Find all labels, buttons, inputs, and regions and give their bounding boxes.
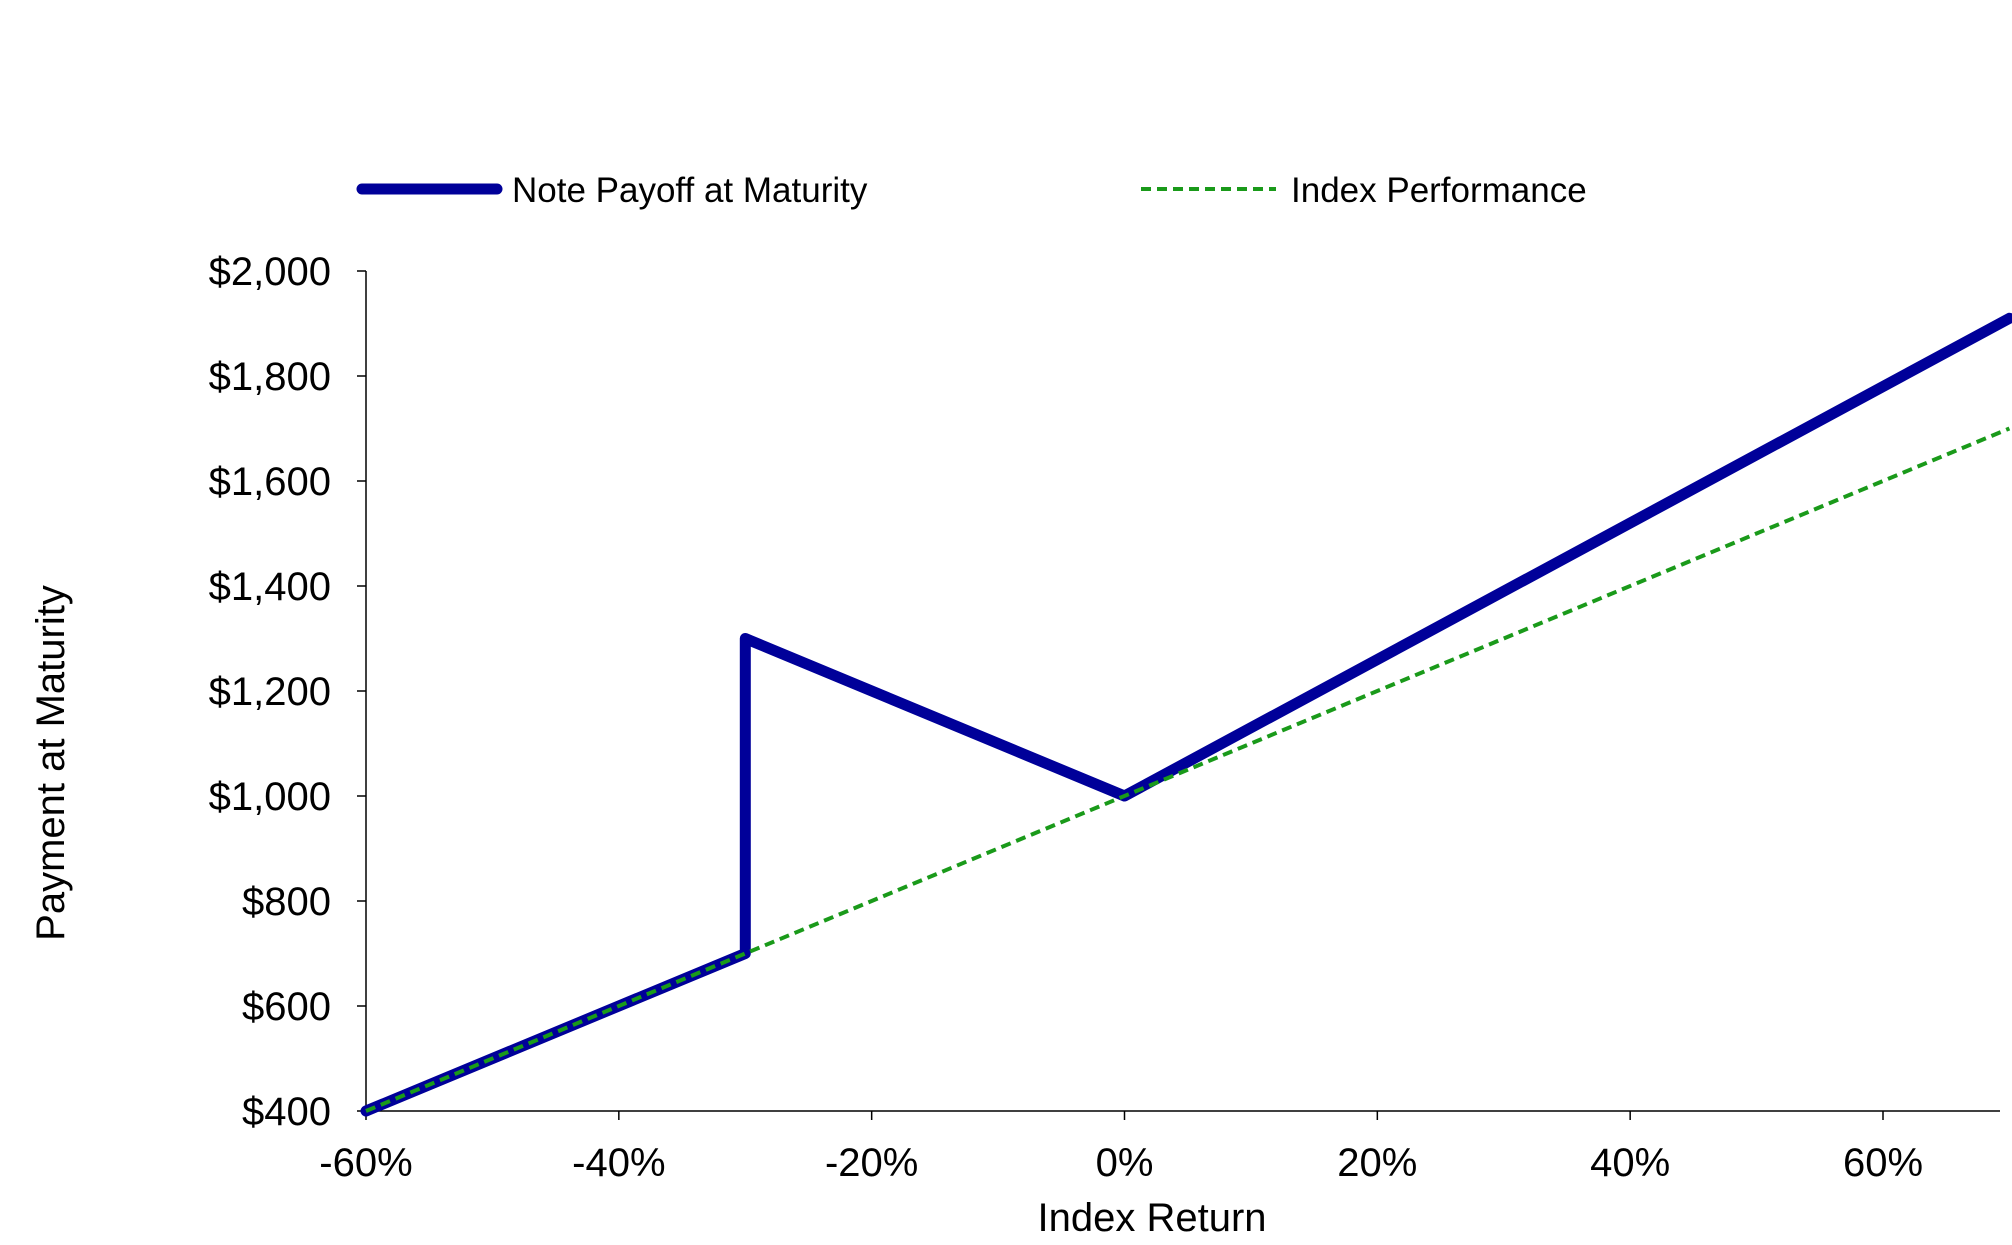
x-tick-label: -20% — [825, 1141, 918, 1185]
series-layer — [360, 312, 2012, 1117]
y-tick-label: $1,200 — [209, 670, 331, 714]
x-tick-label: -40% — [572, 1141, 665, 1185]
x-tick-label: 40% — [1590, 1141, 1670, 1185]
y-tick-label: $1,400 — [209, 565, 331, 609]
legend-label-index-performance: Index Performance — [1291, 171, 1587, 210]
x-tick-label: -60% — [319, 1141, 412, 1185]
series-line-note-payoff — [360, 312, 2012, 1117]
x-axis-ticks: -60% -40% -20% 0% 20% 40% 60% — [319, 1111, 1923, 1185]
axes — [365, 271, 2000, 1112]
x-tick-label: 0% — [1096, 1141, 1154, 1185]
y-tick-label: $800 — [242, 880, 331, 924]
y-tick-label: $1,800 — [209, 355, 331, 399]
x-tick-label: 20% — [1337, 1141, 1417, 1185]
y-tick-label: $1,600 — [209, 460, 331, 504]
y-axis-ticks: $400 $600 $800 $1,000 $1,200 $1,400 $1,600 $1,8… — [209, 250, 366, 1134]
x-axis-title: Index Return — [1037, 1196, 1266, 1240]
y-axis-title: Payment at Maturity — [29, 585, 73, 941]
legend: Note Payoff at Maturity Index Performanc… — [356, 171, 1587, 210]
x-tick-label: 60% — [1843, 1141, 1923, 1185]
y-tick-label: $2,000 — [209, 250, 331, 294]
legend-label-note-payoff: Note Payoff at Maturity — [512, 171, 868, 210]
y-tick-label: $1,000 — [209, 775, 331, 819]
y-tick-label: $600 — [242, 985, 331, 1029]
series-line-index-performance — [365, 426, 2011, 1113]
y-tick-label: $400 — [242, 1090, 331, 1134]
